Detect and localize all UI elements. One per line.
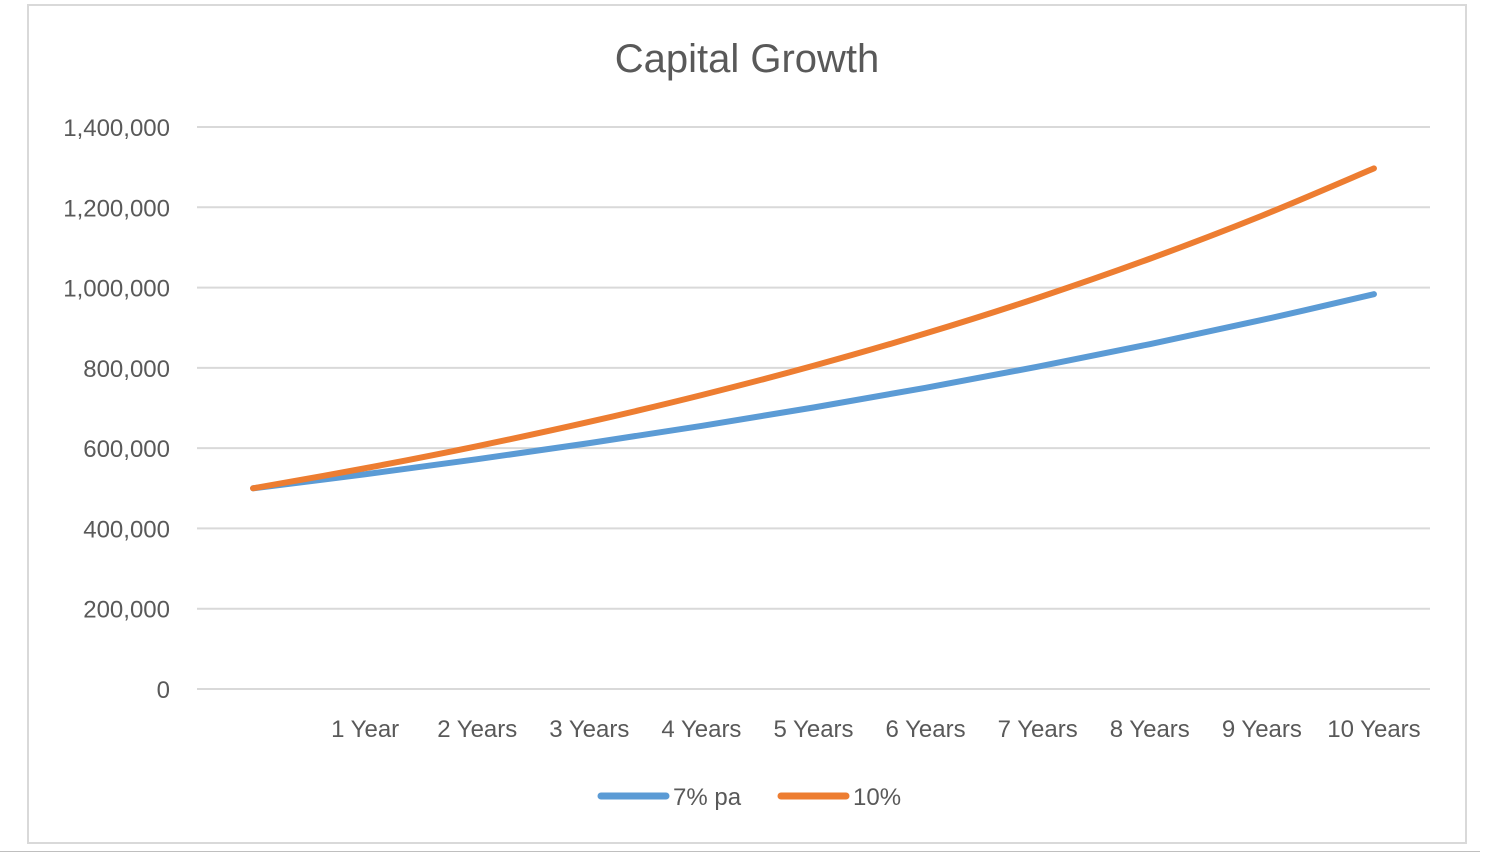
x-tick-label: 8 Years xyxy=(1110,716,1190,743)
x-axis-ticks: 1 Year 2 Years 3 Years 4 Years 5 Years 6 Year… xyxy=(331,716,1421,743)
series-line xyxy=(250,165,1377,492)
y-tick-label: 1,400,000 xyxy=(63,115,170,142)
gridlines xyxy=(197,126,1430,690)
legend-label: 10% xyxy=(853,784,901,811)
legend: 7% pa 10% xyxy=(597,784,901,811)
chart-frame xyxy=(27,4,1467,844)
x-tick-label: 4 Years xyxy=(661,716,741,743)
x-tick-label: 5 Years xyxy=(773,716,853,743)
x-tick-label: 7 Years xyxy=(998,716,1078,743)
y-tick-label: 800,000 xyxy=(83,356,170,383)
x-tick-label: 1 Year xyxy=(331,716,399,743)
y-tick-label: 1,000,000 xyxy=(63,276,170,303)
chart-title: Capital Growth xyxy=(615,37,880,81)
series-lines xyxy=(250,165,1377,492)
x-tick-label: 10 Years xyxy=(1327,716,1420,743)
x-tick-label: 6 Years xyxy=(886,716,966,743)
x-tick-label: 9 Years xyxy=(1222,716,1302,743)
bottom-rule xyxy=(0,851,1480,852)
y-tick-label: 400,000 xyxy=(83,516,170,543)
legend-label: 7% pa xyxy=(673,784,742,811)
x-tick-label: 2 Years xyxy=(437,716,517,743)
y-axis-ticks: 0 200,000 400,000 600,000 800,000 1,000,000 1,… xyxy=(63,115,170,704)
series-line xyxy=(250,291,1377,492)
y-tick-label: 600,000 xyxy=(83,436,170,463)
y-tick-label: 1,200,000 xyxy=(63,195,170,222)
x-tick-label: 3 Years xyxy=(549,716,629,743)
y-tick-label: 200,000 xyxy=(83,597,170,624)
y-tick-label: 0 xyxy=(157,677,170,704)
